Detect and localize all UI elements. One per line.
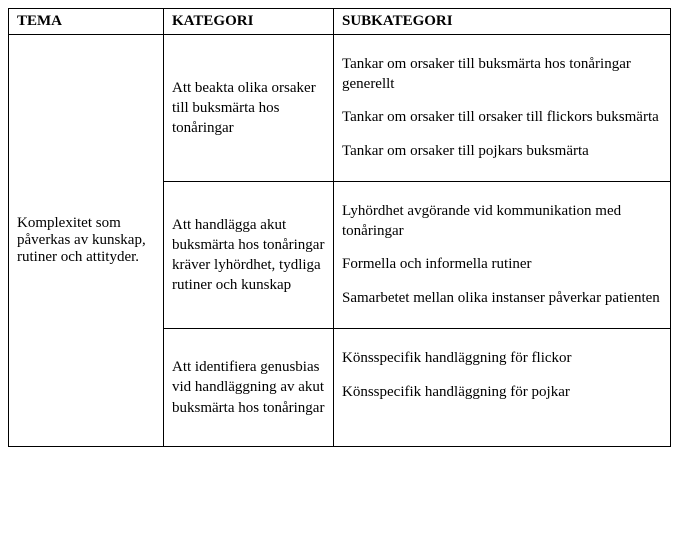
kategori-cell: Att beakta olika orsaker till buksmärta … (164, 35, 334, 182)
sub-item: Samarbetet mellan olika instanser påverk… (342, 289, 662, 309)
kategori-cell: Att handlägga akut buksmärta hos tonårin… (164, 182, 334, 329)
subkategori-cell: Lyhördhet avgörande vid kommunikation me… (334, 182, 671, 329)
kategori-cell: Att identifiera genusbias vid handläggni… (164, 329, 334, 447)
header-subkategori: SUBKATEGORI (334, 9, 671, 35)
sub-item: Lyhördhet avgörande vid kommunikation me… (342, 202, 662, 241)
header-kategori: KATEGORI (164, 9, 334, 35)
header-tema: TEMA (9, 9, 164, 35)
tema-cell: Komplexitet som påverkas av kunskap, rut… (9, 35, 164, 447)
sub-item: Formella och informella rutiner (342, 255, 662, 275)
sub-item: Könsspecifik handläggning för flickor (342, 349, 662, 369)
subkategori-cell: Könsspecifik handläggning för flickor Kö… (334, 329, 671, 447)
analysis-table: TEMA KATEGORI SUBKATEGORI Komplexitet so… (8, 8, 671, 447)
sub-item: Tankar om orsaker till buksmärta hos ton… (342, 55, 662, 94)
table-row: Komplexitet som påverkas av kunskap, rut… (9, 35, 671, 182)
header-row: TEMA KATEGORI SUBKATEGORI (9, 9, 671, 35)
sub-item: Tankar om orsaker till pojkars buksmärta (342, 142, 662, 162)
sub-item: Tankar om orsaker till orsaker till flic… (342, 108, 662, 128)
sub-item: Könsspecifik handläggning för pojkar (342, 383, 662, 403)
page: TEMA KATEGORI SUBKATEGORI Komplexitet so… (0, 0, 679, 455)
subkategori-cell: Tankar om orsaker till buksmärta hos ton… (334, 35, 671, 182)
